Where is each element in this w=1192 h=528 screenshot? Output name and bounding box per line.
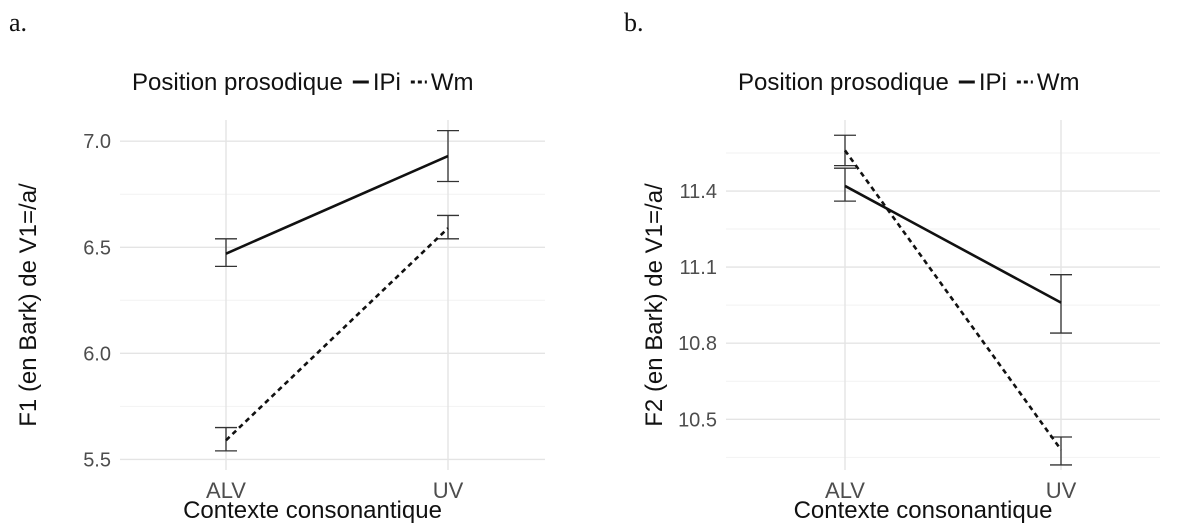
error-bar-ipi — [1050, 274, 1072, 334]
x-tick-label: UV — [1046, 478, 1077, 503]
y-tick-label: 5.5 — [83, 449, 111, 471]
error-bar-wm — [437, 214, 459, 240]
y-tick-label: 10.8 — [678, 333, 717, 355]
y-tick-label: 6.0 — [83, 343, 111, 365]
legend-title: Position prosodique — [738, 69, 949, 96]
x-tick-label: ALV — [206, 478, 246, 503]
panel-b-label: b. — [624, 8, 644, 37]
x-axis-title: Contexte consonantique — [794, 497, 1053, 524]
legend-label-ipi: IPi — [373, 69, 401, 96]
legend-label-wm: Wm — [1037, 69, 1080, 96]
x-tick-label: UV — [433, 478, 464, 503]
series-line-wm — [225, 227, 449, 442]
y-tick-label: 11.1 — [680, 257, 717, 279]
legend-label-ipi: IPi — [979, 69, 1007, 96]
legend-title: Position prosodique — [132, 69, 343, 96]
y-tick-label: 10.5 — [678, 409, 717, 431]
error-bar-wm — [1050, 436, 1072, 466]
y-tick-label: 6.5 — [83, 237, 111, 259]
error-bar-ipi — [834, 167, 856, 202]
series-line-ipi — [225, 154, 449, 255]
y-tick-label: 11.4 — [680, 181, 717, 203]
x-tick-label: ALV — [825, 478, 865, 503]
y-axis-title: F2 (en Bark) de V1=/a/ — [641, 183, 668, 427]
series-line-ipi — [844, 184, 1062, 304]
series-line-wm — [843, 149, 1063, 451]
panel-a-label: a. — [9, 8, 28, 37]
y-axis-title: F1 (en Bark) de V1=/a/ — [15, 183, 42, 427]
legend: Position prosodique IPi Wm — [738, 69, 1079, 96]
x-axis-title: Contexte consonantique — [183, 497, 442, 524]
legend-label-wm: Wm — [431, 69, 474, 96]
legend: Position prosodique IPi Wm — [132, 69, 473, 96]
y-tick-label: 7.0 — [83, 131, 111, 153]
